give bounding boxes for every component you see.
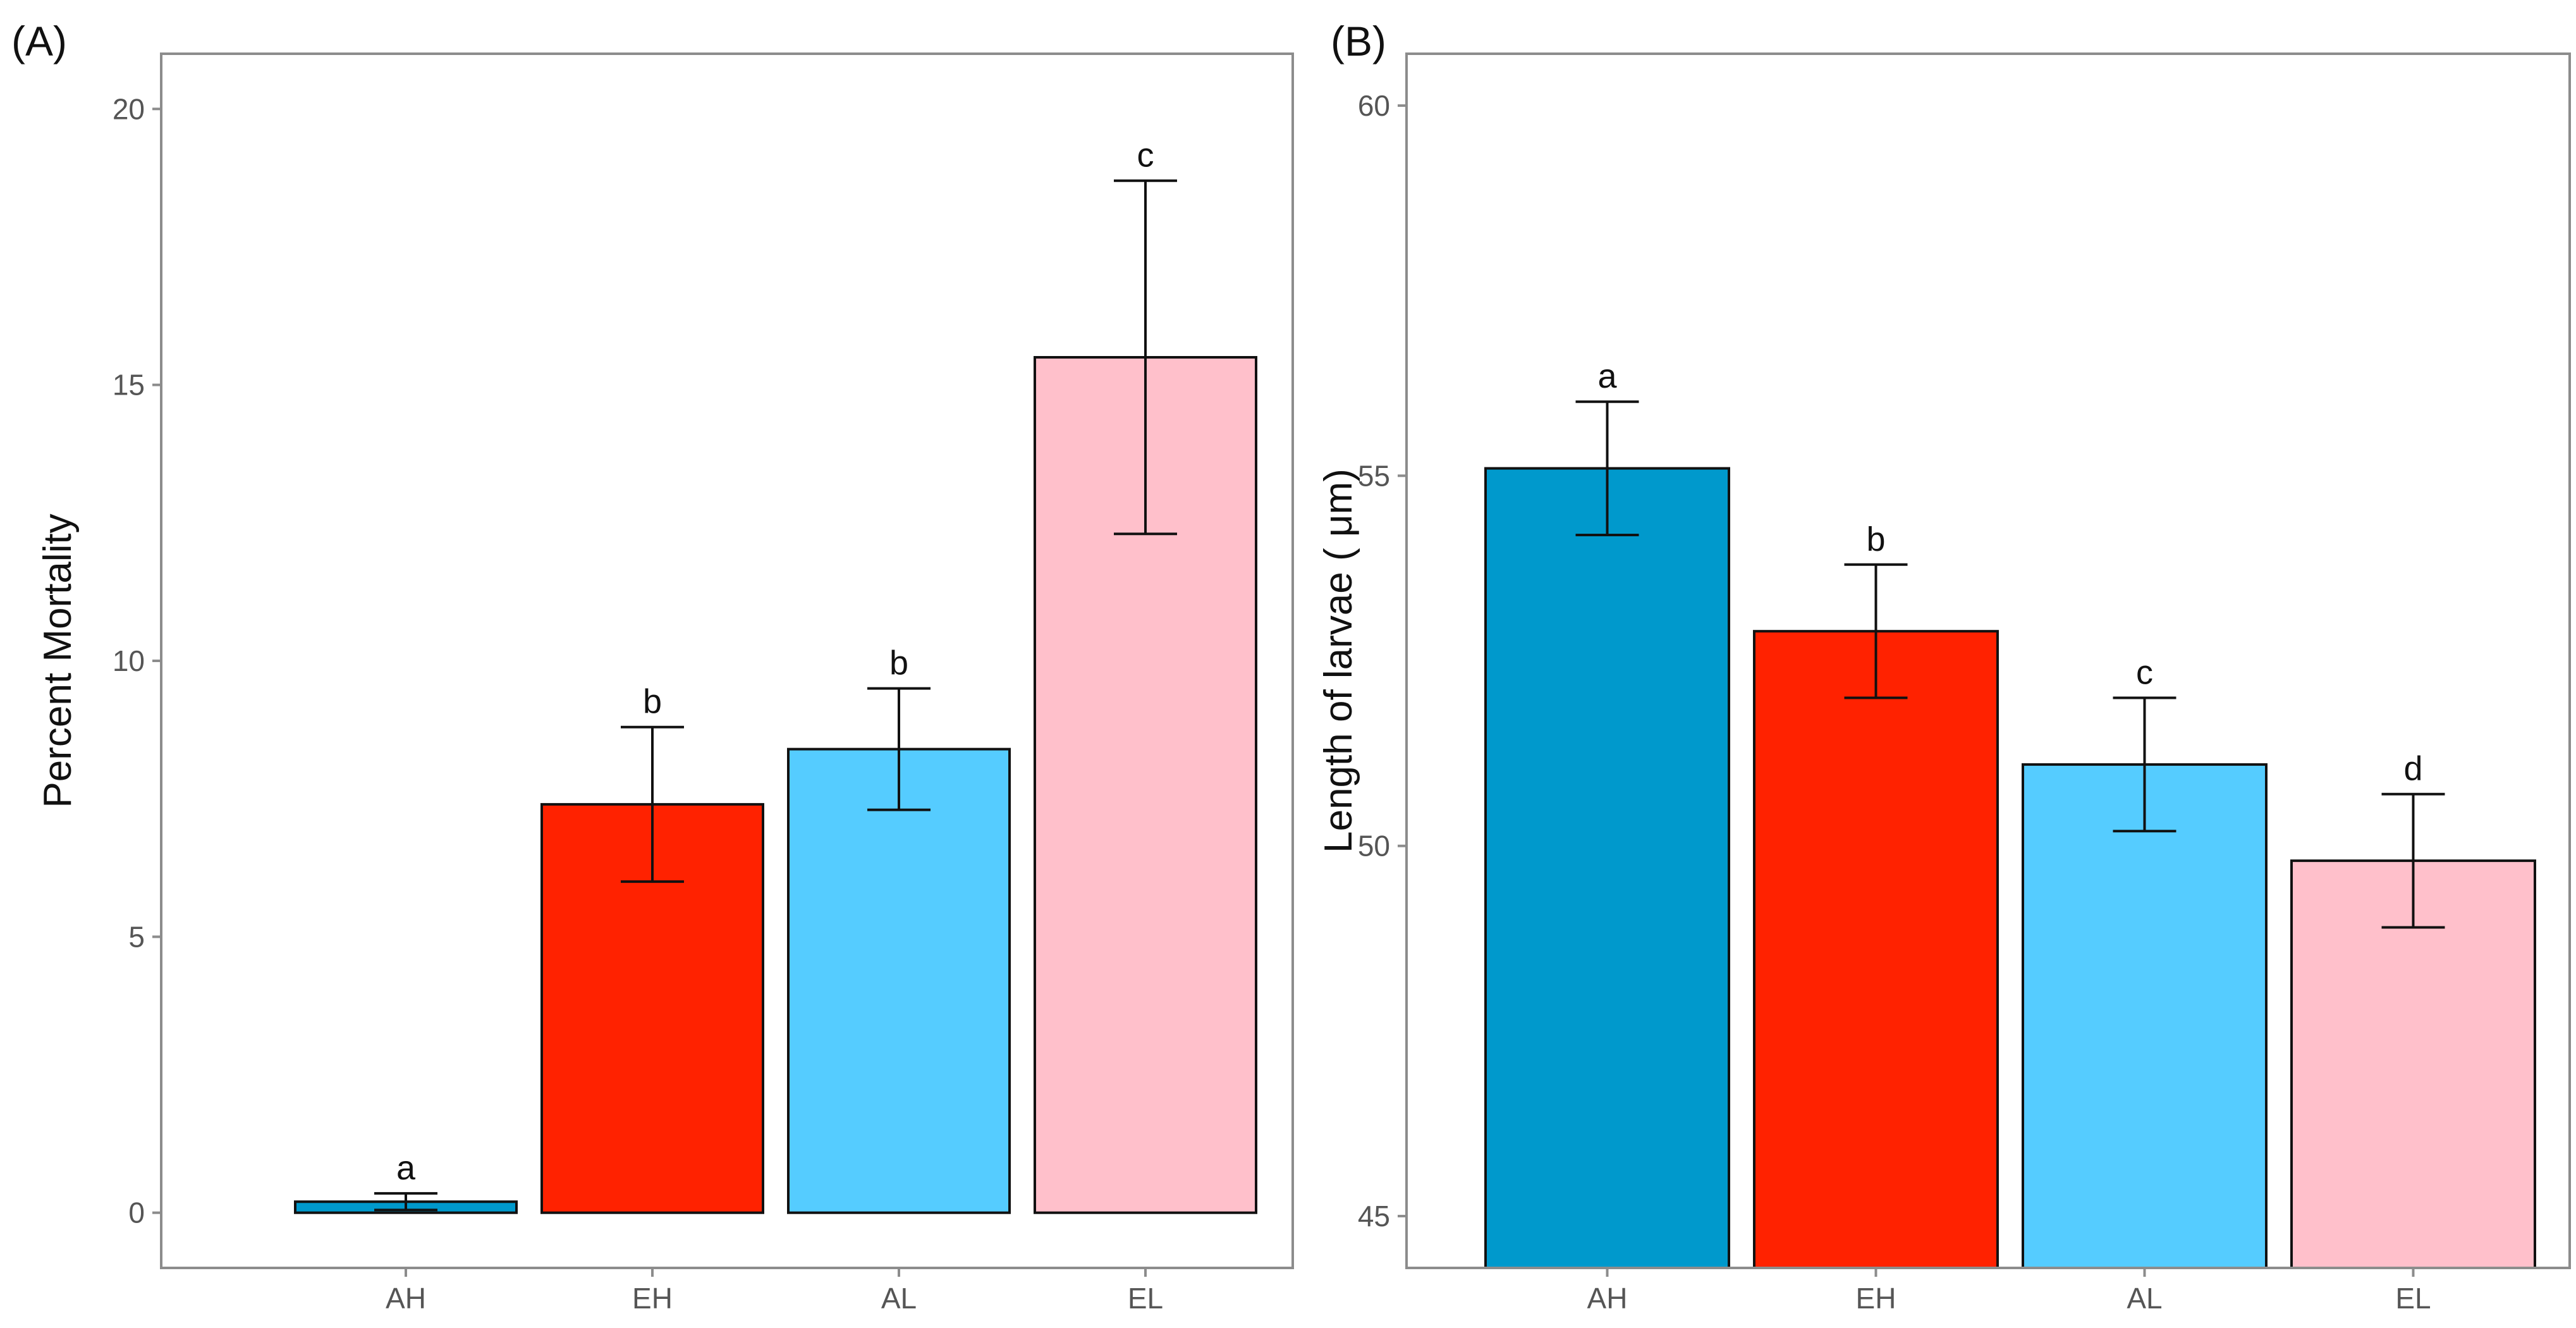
y-tick-label: 0 <box>128 1196 145 1229</box>
bar-al <box>787 747 1011 1214</box>
y-tick-label: 20 <box>113 92 145 125</box>
x-tick-label: AH <box>386 1282 426 1315</box>
significance-label: b <box>643 683 662 721</box>
significance-label: a <box>1597 357 1617 395</box>
y-tick-label: 45 <box>1358 1200 1390 1233</box>
x-tick-label: AL <box>881 1282 917 1315</box>
x-tick-label: EL <box>2395 1282 2431 1315</box>
plot-frame <box>1405 52 2571 1269</box>
significance-label: d <box>2403 750 2422 788</box>
significance-label: c <box>1137 137 1154 175</box>
x-tick-label: EL <box>1128 1282 1163 1315</box>
panel-b: (B) a AH b EH c AL d EL 45 50 55 60 Length of larvae … <box>1317 18 2571 1315</box>
y-tick-label: 60 <box>1358 89 1390 122</box>
significance-label: a <box>396 1149 416 1187</box>
y-tick-label: 5 <box>128 920 145 953</box>
y-axis-title: Length of larvae ( μm) <box>1317 469 1360 853</box>
bar-ah <box>1484 467 1730 1269</box>
y-axis-title: Percent Mortality <box>36 513 80 808</box>
y-tick-label: 50 <box>1358 830 1390 863</box>
y-tick-label: 10 <box>113 644 145 677</box>
x-tick-label: AL <box>2127 1282 2162 1315</box>
significance-label: b <box>1866 520 1885 558</box>
x-tick-label: AH <box>1587 1282 1628 1315</box>
x-tick-label: EH <box>632 1282 673 1315</box>
significance-label: b <box>889 644 908 682</box>
x-tick-label: EH <box>1856 1282 1896 1315</box>
panel-label: (B) <box>1331 18 1386 65</box>
bar-al <box>2022 763 2268 1269</box>
y-tick-label: 15 <box>113 369 145 402</box>
panel-a: (A) a AH b EH b AL c EL 0 5 10 15 20 Percent Mortality <box>11 18 1294 1315</box>
panel-label: (A) <box>11 18 67 65</box>
plot-frame <box>160 52 1294 1269</box>
y-tick-label: 55 <box>1358 459 1390 492</box>
bar-eh <box>1753 630 1999 1269</box>
significance-label: c <box>2136 654 2153 692</box>
